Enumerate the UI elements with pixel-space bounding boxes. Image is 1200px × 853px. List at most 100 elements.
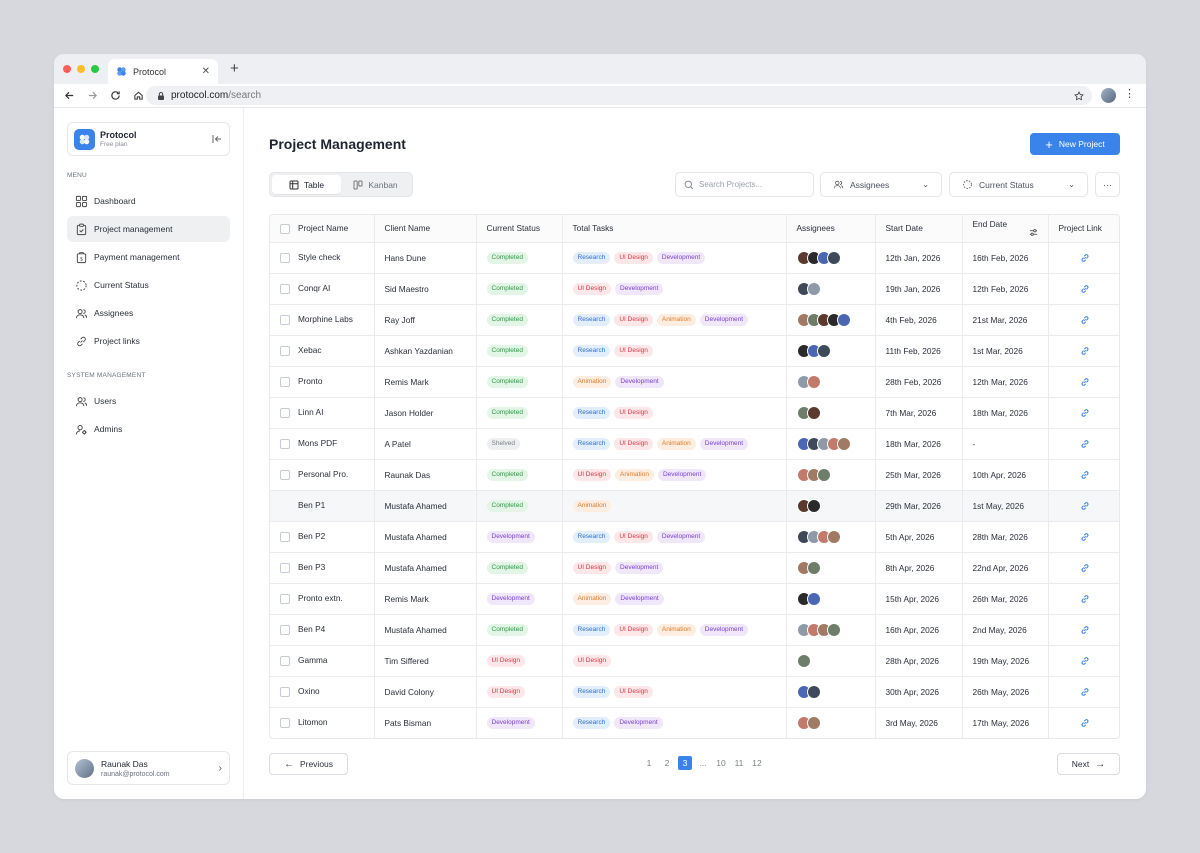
assignee-avatar[interactable] — [816, 343, 831, 358]
select-all-checkbox[interactable] — [280, 223, 290, 234]
table-row[interactable]: Ben P1 Mustafa Ahamed Completed Animation 29… — [270, 490, 1119, 522]
table-row[interactable]: Gamma Tim Siffered UI Design UI Design 28th … — [270, 645, 1119, 677]
column-header-assignees[interactable]: Assignees — [786, 215, 876, 243]
table-row[interactable]: Pronto Remis Mark Completed Animation Develo… — [270, 366, 1119, 398]
status-filter-dropdown[interactable]: Current Status ⌄ — [949, 172, 1088, 197]
page-number[interactable]: 1 — [646, 758, 652, 768]
project-link-cell[interactable] — [1048, 676, 1119, 708]
table-row[interactable]: Mons PDF A Patel Shelved Research UI Design A… — [270, 428, 1119, 460]
link-icon[interactable] — [1080, 563, 1090, 573]
sort-icon[interactable] — [1029, 228, 1038, 237]
project-link-cell[interactable] — [1048, 428, 1119, 460]
project-link-cell[interactable] — [1048, 521, 1119, 553]
link-icon[interactable] — [1080, 687, 1090, 697]
sidebar-item-project-management[interactable]: Project management — [67, 216, 230, 242]
link-icon[interactable] — [1080, 284, 1090, 294]
table-row[interactable]: Pronto extn. Remis Mark Development Animati… — [270, 583, 1119, 615]
sidebar-item-dashboard[interactable]: Dashboard — [67, 188, 230, 214]
assignee-avatar[interactable] — [806, 715, 821, 730]
assignee-avatar[interactable] — [836, 436, 851, 451]
link-icon[interactable] — [1080, 625, 1090, 635]
column-header-total-tasks[interactable]: Total Tasks — [562, 215, 787, 243]
link-icon[interactable] — [1080, 470, 1090, 480]
table-row[interactable]: Ben P4 Mustafa Ahamed Completed Research UI … — [270, 614, 1119, 646]
table-row[interactable]: Oxino David Colony UI Design Research UI Des… — [270, 676, 1119, 708]
table-row[interactable]: Morphine Labs Ray Joff Completed Research UI… — [270, 304, 1119, 336]
assignee-avatar[interactable] — [836, 312, 851, 327]
table-row[interactable]: Ben P2 Mustafa Ahamed Development Research U… — [270, 521, 1119, 553]
column-header-current-status[interactable]: Current Status — [476, 215, 563, 243]
project-link-cell[interactable] — [1048, 707, 1119, 738]
link-icon[interactable] — [1080, 594, 1090, 604]
link-icon[interactable] — [1080, 532, 1090, 542]
project-link-cell[interactable] — [1048, 273, 1119, 305]
tab-table[interactable]: Table — [272, 175, 341, 194]
assignee-avatar[interactable] — [826, 250, 841, 265]
row-checkbox[interactable] — [280, 718, 290, 729]
link-icon[interactable] — [1080, 346, 1090, 356]
column-header-start-date[interactable]: Start Date — [875, 215, 963, 243]
table-row[interactable]: Litomon Pats Bisman Development Research Dev… — [270, 707, 1119, 738]
project-link-cell[interactable] — [1048, 490, 1119, 522]
maximize-window-button[interactable] — [91, 65, 99, 73]
next-page-button[interactable]: Next → — [1057, 753, 1120, 775]
more-options-button[interactable]: ··· — [1095, 172, 1120, 197]
project-link-cell[interactable] — [1048, 242, 1119, 274]
column-header-project-link[interactable]: Project Link — [1048, 215, 1119, 243]
row-checkbox[interactable] — [280, 283, 290, 294]
assignee-avatar[interactable] — [806, 684, 821, 699]
new-tab-icon[interactable]: + — [230, 60, 239, 77]
row-checkbox[interactable] — [280, 314, 290, 325]
project-link-cell[interactable] — [1048, 397, 1119, 429]
browser-menu-icon[interactable]: ⋮ — [1124, 88, 1135, 100]
page-number[interactable]: 2 — [664, 758, 670, 768]
table-row[interactable]: Style check Hans Dune Completed Research UI … — [270, 242, 1119, 274]
collapse-sidebar-icon[interactable] — [211, 133, 223, 145]
assignee-avatar[interactable] — [806, 560, 821, 575]
sidebar-item-admins[interactable]: Admins — [67, 416, 230, 442]
column-header-end-date[interactable]: End Date — [962, 215, 1049, 243]
sidebar-item-payment-management[interactable]: $ Payment management — [67, 244, 230, 270]
row-checkbox[interactable] — [280, 655, 290, 666]
sidebar-item-assignees[interactable]: Assignees — [67, 300, 230, 326]
table-row[interactable]: Ben P3 Mustafa Ahamed Completed UI Design De… — [270, 552, 1119, 584]
link-icon[interactable] — [1080, 501, 1090, 511]
table-row[interactable]: Conqr AI Sid Maestro Completed UI Design Dev… — [270, 273, 1119, 305]
project-link-cell[interactable] — [1048, 459, 1119, 491]
row-checkbox[interactable] — [280, 345, 290, 356]
column-header-project-name[interactable]: Project Name — [270, 215, 375, 243]
row-checkbox[interactable] — [280, 624, 290, 635]
assignee-avatar[interactable] — [806, 281, 821, 296]
page-number[interactable]: 3 — [678, 756, 692, 770]
browser-tab[interactable]: Protocol ✕ — [108, 59, 218, 84]
bookmark-star-icon[interactable] — [1074, 90, 1084, 101]
reload-icon[interactable] — [108, 88, 122, 102]
row-checkbox[interactable] — [280, 407, 290, 418]
assignee-avatar[interactable] — [806, 405, 821, 420]
link-icon[interactable] — [1080, 253, 1090, 263]
link-icon[interactable] — [1080, 656, 1090, 666]
table-row[interactable]: Linn AI Jason Holder Completed Research UI D… — [270, 397, 1119, 429]
link-icon[interactable] — [1080, 439, 1090, 449]
assignee-avatar[interactable] — [806, 374, 821, 389]
row-checkbox[interactable] — [280, 438, 290, 449]
minimize-window-button[interactable] — [77, 65, 85, 73]
link-icon[interactable] — [1080, 315, 1090, 325]
row-checkbox[interactable] — [280, 531, 290, 542]
assignee-avatar[interactable] — [796, 653, 811, 668]
assignee-avatar[interactable] — [806, 498, 821, 513]
close-tab-icon[interactable]: ✕ — [201, 66, 210, 77]
search-input[interactable] — [699, 180, 809, 189]
row-checkbox[interactable] — [280, 469, 290, 480]
assignee-avatar[interactable] — [816, 467, 831, 482]
row-checkbox[interactable] — [280, 501, 290, 511]
sidebar-item-users[interactable]: Users — [67, 388, 230, 414]
row-checkbox[interactable] — [280, 593, 290, 604]
page-number[interactable]: 12 — [752, 758, 762, 768]
sidebar-item-project-links[interactable]: Project links — [67, 328, 230, 354]
project-link-cell[interactable] — [1048, 335, 1119, 367]
assignee-avatar[interactable] — [806, 591, 821, 606]
page-number[interactable]: 10 — [716, 758, 726, 768]
back-arrow-icon[interactable] — [62, 88, 76, 102]
tab-kanban[interactable]: Kanban — [341, 175, 410, 194]
